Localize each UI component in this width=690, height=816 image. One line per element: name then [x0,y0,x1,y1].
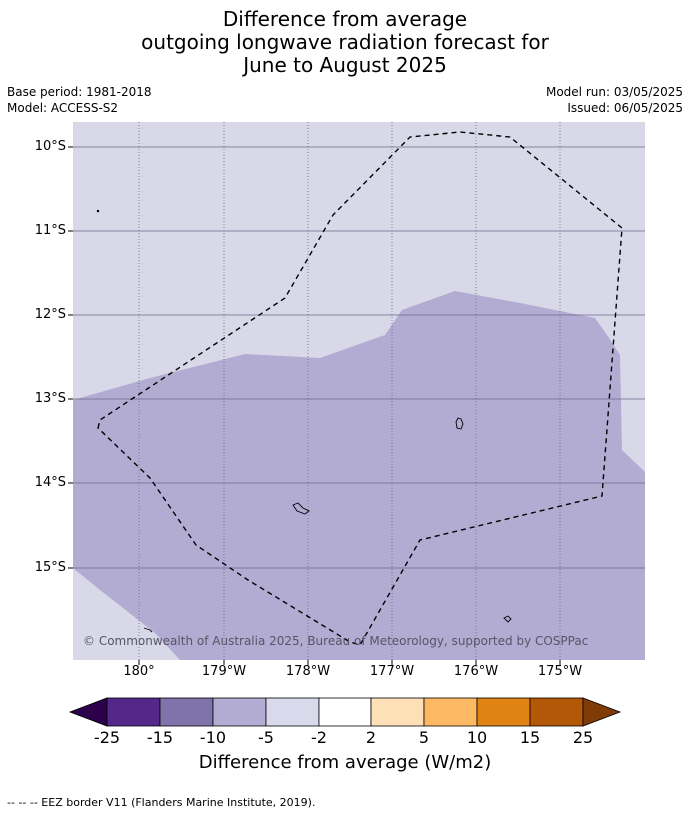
base-period: Base period: 1981-2018 [7,85,152,99]
colorbar-high-extend [582,697,622,727]
island [503,615,512,623]
colorbar-tick-label: 10 [466,728,488,747]
colorbar-segment [318,697,372,727]
meta-right: Model run: 03/05/2025 Issued: 06/05/2025 [546,84,683,116]
colorbar-segment [159,697,214,727]
lat-label-10s: 10°S [34,139,66,154]
island [292,502,310,515]
lat-label-15s: 15°S [34,560,66,575]
colorbar-tick-label: -15 [146,728,174,747]
colorbar-segment [106,697,161,727]
meta-left: Base period: 1981-2018 Model: ACCESS-S2 [7,84,152,116]
lon-label-177w: 177°W [369,664,415,679]
colorbar-segment [265,697,320,727]
island [96,209,100,213]
lat-ticks [68,146,73,569]
colorbar-tick-label: -25 [93,728,121,747]
lon-label-175w: 175°W [537,664,583,679]
colorbar-segment [212,697,267,727]
colorbar-tick-label: 25 [572,728,594,747]
gridlines [73,122,645,660]
colorbar-segment [423,697,478,727]
colorbar-tick-label: 15 [519,728,541,747]
islands [96,209,512,633]
title-line-3: June to August 2025 [243,53,447,77]
lon-label-176w: 176°W [453,664,499,679]
lon-label-178w: 178°W [285,664,331,679]
lat-label-11s: 11°S [34,223,66,238]
copyright-note: © Commonwealth of Australia 2025, Bureau… [83,634,588,648]
lon-ticks [138,660,561,665]
lat-label-14s: 14°S [34,475,66,490]
island [143,627,153,633]
colorbar-low-extend [68,697,108,727]
colorbar-title: Difference from average (W/m2) [198,752,492,773]
lat-label-13s: 13°S [34,391,66,406]
colorbar [68,697,622,727]
title-line-1: Difference from average [222,7,468,31]
issued-date: Issued: 06/05/2025 [567,101,683,115]
lat-label-12s: 12°S [34,307,66,322]
model-run: Model run: 03/05/2025 [545,85,683,99]
colorbar-segment [529,697,584,727]
colorbar-tick-label: -5 [258,728,274,747]
lon-label-180: 180° [123,664,155,679]
colorbar-tick-label: -2 [311,728,327,747]
colorbar-tick-label: -10 [199,728,227,747]
title-line-2: outgoing longwave radiation forecast for [141,30,549,54]
eez-footnote: -- -- -- EEZ border V11 (Flanders Marine… [7,796,316,809]
colorbar-tick-label: 5 [418,728,430,747]
colorbar-segment [476,697,531,727]
chart-title: Difference from average outgoing longwav… [0,8,690,77]
island [455,417,464,430]
colorbar-tick-label: 2 [365,728,377,747]
colorbar-segment [370,697,425,727]
eez-border [97,131,623,646]
model-name: Model: ACCESS-S2 [7,101,119,115]
lon-label-179w: 179°W [201,664,247,679]
